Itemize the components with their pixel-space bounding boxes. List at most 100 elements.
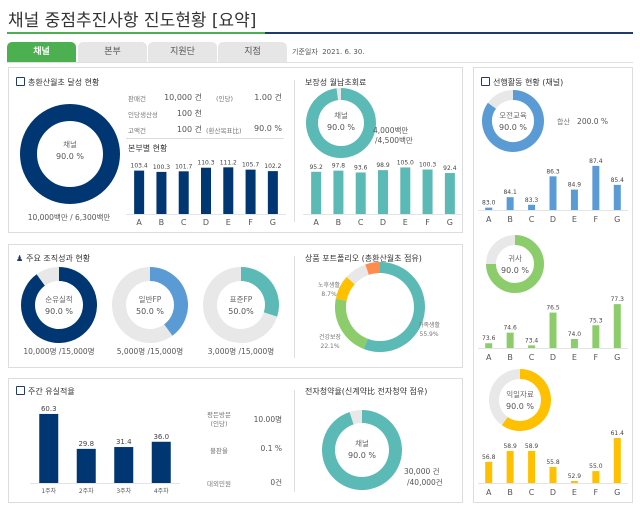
bar bbox=[267, 171, 278, 214]
weekly-stat-label: 평든방문 (인당) bbox=[200, 411, 238, 429]
bar bbox=[485, 343, 493, 348]
bar bbox=[422, 169, 433, 214]
donut-value: 90.0 % bbox=[506, 402, 534, 411]
weekly-stat-value: 0.1 % bbox=[260, 444, 282, 453]
bar bbox=[114, 447, 134, 483]
bar-value-label: 100.3 bbox=[153, 164, 170, 171]
donut-label: 익일자료 bbox=[506, 390, 534, 399]
sales-donut bbox=[20, 104, 120, 204]
stat-sub-value: 90.0 % bbox=[254, 124, 282, 133]
category-label: D bbox=[203, 218, 209, 227]
donut-label: 일반FP bbox=[138, 295, 162, 304]
stat-value: 10,000 건 bbox=[164, 93, 202, 102]
donut-fill-arc bbox=[482, 90, 544, 152]
category-label: A bbox=[313, 218, 319, 227]
bar-value-label: 97.8 bbox=[332, 163, 346, 170]
tab-headquarters[interactable]: 본부 bbox=[78, 42, 147, 63]
bar bbox=[613, 438, 621, 483]
bar-value-label: 83.0 bbox=[482, 200, 496, 207]
bar bbox=[223, 167, 234, 214]
weekly-stat-value: 10.00명 bbox=[253, 415, 282, 424]
bar-value-label: 102.2 bbox=[264, 163, 281, 170]
category-label: G bbox=[614, 488, 620, 497]
stat-value: 100 천 bbox=[176, 109, 202, 118]
divider bbox=[294, 390, 295, 492]
bar-value-label: 110.3 bbox=[197, 160, 214, 167]
donut-label: 순유실적 bbox=[45, 295, 73, 304]
bar-value-label: 84.9 bbox=[568, 182, 582, 189]
esub-donut bbox=[322, 410, 402, 490]
weekly-title-text: 주간 유실적율 bbox=[28, 387, 75, 396]
donut-fill-arc bbox=[322, 410, 402, 490]
calendar-chart-icon bbox=[16, 77, 25, 86]
esub-amount: 30,000 건 bbox=[404, 467, 440, 476]
donut-fill-arc bbox=[306, 88, 376, 158]
bar bbox=[506, 197, 514, 210]
stat-value: 100 건 bbox=[176, 125, 202, 134]
stat-sublabel: (인당) bbox=[210, 420, 228, 428]
tab-channel[interactable]: 채널 bbox=[7, 42, 76, 63]
bar bbox=[549, 312, 557, 348]
category-label: C bbox=[358, 218, 364, 227]
donut-label: 채널 bbox=[63, 140, 77, 149]
sales-donut-center: 채널 90.0 % bbox=[30, 139, 110, 163]
bar-value-label: 55.0 bbox=[589, 463, 603, 470]
donut-label: 귀사 bbox=[508, 254, 522, 263]
total-label: 합산 bbox=[557, 118, 570, 126]
donut-remaining-arc bbox=[36, 267, 60, 286]
weekly-stat-value: 0건 bbox=[270, 478, 282, 487]
bar bbox=[506, 332, 514, 348]
slice-name: 건강보장 bbox=[319, 334, 342, 341]
donut-label: 채널 bbox=[355, 439, 369, 448]
hq-bar-chart: 103.4 A 100.3 B 101.7 C 110.3 D 111.2 E 105.7 F 102.… bbox=[126, 159, 286, 227]
bar-value-label: 76.5 bbox=[546, 305, 560, 312]
donut-fill-arc bbox=[149, 267, 188, 336]
category-label: D bbox=[550, 488, 556, 497]
category-label: A bbox=[136, 218, 142, 227]
premium-donut-center: 채널 90.0 % bbox=[311, 110, 371, 134]
bar bbox=[156, 171, 167, 214]
bar bbox=[549, 176, 557, 210]
slice-value: 55.9% bbox=[419, 331, 439, 338]
portfolio-slice bbox=[365, 262, 381, 275]
donut-remaining-arc bbox=[112, 267, 173, 343]
category-label: 2주차 bbox=[79, 487, 94, 495]
bar bbox=[178, 171, 189, 214]
leading-bar-chart-next-day-data: 56.8 A 58.9 B 58.9 C 55.8 D 52.9 E 55.0 F 61.4 G bbox=[478, 430, 628, 497]
donut-remaining-arc bbox=[203, 267, 278, 343]
tab-support-group[interactable]: 지원단 bbox=[148, 42, 217, 63]
category-label: F bbox=[594, 488, 599, 497]
portfolio-slice bbox=[346, 264, 370, 285]
tab-branch[interactable]: 지점 bbox=[218, 42, 287, 63]
portfolio-slice bbox=[335, 298, 368, 349]
premium-bar-chart: 95.2 A 97.8 B 93.6 C 98.9 D 105.0 E 100.3 F 92.4 G bbox=[303, 159, 463, 227]
category-label: G bbox=[270, 218, 276, 227]
bar bbox=[333, 170, 344, 214]
divider bbox=[126, 138, 284, 139]
org-donut-standard-fp bbox=[203, 267, 279, 343]
bar bbox=[592, 165, 600, 210]
premium-donut bbox=[306, 88, 376, 158]
bar bbox=[506, 450, 514, 483]
bar-value-label: 73.6 bbox=[482, 335, 496, 342]
bar-value-label: 101.7 bbox=[175, 163, 192, 170]
org-donut-net-performance bbox=[21, 267, 97, 343]
category-label: E bbox=[226, 218, 231, 227]
leading-bar-chart-morning-edu: 83.0 A 84.1 B 83.3 C 86.3 D 84.9 E 87.4 F 85.4 G bbox=[478, 158, 628, 224]
bar-value-label: 31.4 bbox=[116, 438, 132, 446]
org-footer: 5,000명 /15,000명 bbox=[116, 347, 184, 356]
bar-value-label: 73.4 bbox=[525, 337, 539, 344]
divider bbox=[294, 80, 295, 222]
bar bbox=[528, 450, 536, 483]
bar-value-label: 83.3 bbox=[525, 197, 539, 204]
org-footer: 3,000명 /15,000명 bbox=[207, 347, 275, 356]
weekly-stat-label: 대외민원 bbox=[207, 480, 231, 488]
category-label: A bbox=[486, 215, 492, 224]
sales-footer: 10,000백만 / 6,300백만 bbox=[27, 213, 111, 222]
bar bbox=[201, 167, 211, 214]
category-label: C bbox=[181, 218, 187, 227]
esub-donut-center: 채널 90.0 % bbox=[332, 438, 392, 462]
category-label: D bbox=[380, 218, 386, 227]
donut-value: 90.0 % bbox=[499, 123, 527, 132]
stat-sub-value: 1.00 건 bbox=[254, 93, 282, 102]
